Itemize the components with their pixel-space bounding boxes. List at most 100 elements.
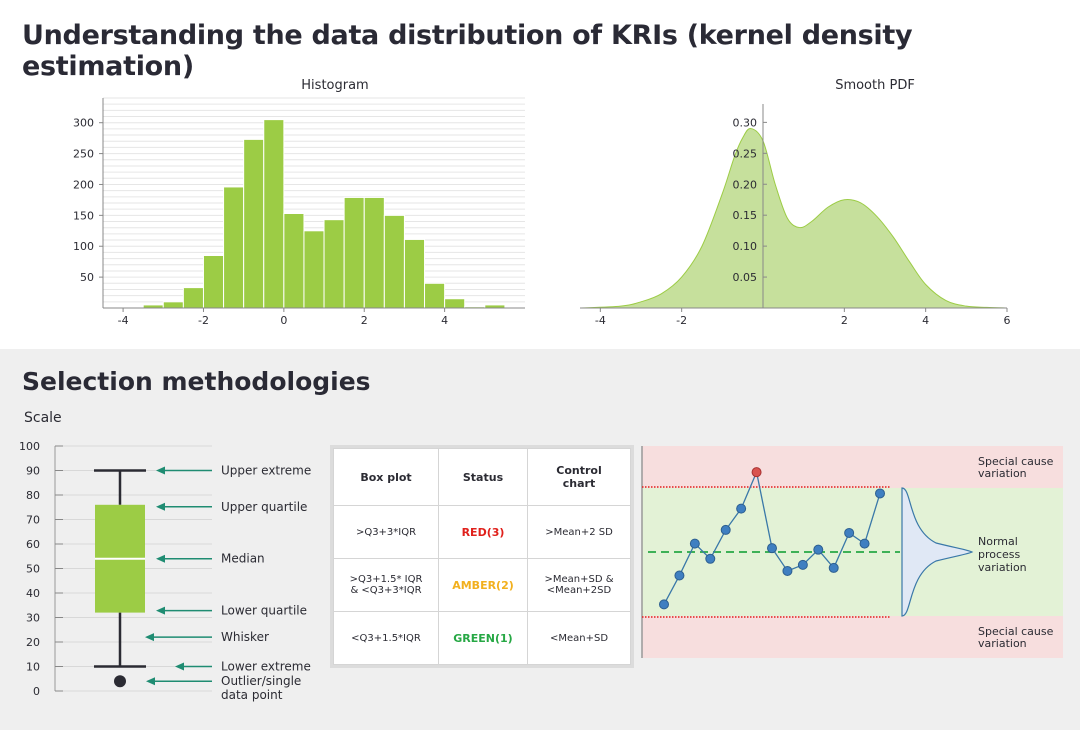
outlier-arrow-arrowhead [146,677,155,686]
whisker-label: Whisker [221,630,269,644]
special-cause-top-label: Special cause variation [978,455,1057,480]
normal-band [642,488,1063,616]
status-badge-red: RED(3) [461,525,505,539]
boxplot-scale-label: 60 [26,538,40,551]
control-data-point [782,565,793,576]
special-band-top [642,446,1063,488]
histogram-y-tick-label: 100 [73,240,94,253]
table-row: >Q3+3*IQR RED(3) >Mean+2 SD [333,505,631,559]
pdf-x-ticks: -4 -2 2 4 6 [595,308,1011,327]
pdf-y-tick-label: 0.15 [733,209,758,222]
histogram-bar [202,255,225,309]
control-data-point [705,553,716,564]
normal-variation-label: Normal process variation [978,535,1027,574]
control-rule-cont: <Mean+2SD [546,585,612,596]
histogram-bar [343,196,365,309]
control-cell: >Mean+2 SD [527,505,631,559]
status-cell: AMBER(2) [438,558,528,612]
boxplot-scale-label: 40 [26,587,40,600]
special-band-bottom [642,616,1063,658]
control-data-point [797,559,808,570]
pdf-y-tick-label: 0.25 [733,147,758,160]
pdf-y-ticks: 0.05 0.10 0.15 0.20 0.25 0.30 [733,116,767,284]
histogram-bar [424,282,446,309]
histogram-bar [162,301,184,309]
box-plot-cell: >Q3+1.5* IQR & <Q3+3*IQR [333,558,439,612]
status-badge-amber: AMBER(2) [452,578,514,592]
histogram-chart: Histogram 50 100 150 200 250 300 -4 -2 0 2 4 [73,78,525,327]
scale-label: Scale [24,410,62,426]
status-cell: RED(3) [438,505,528,559]
histogram-bar [243,138,265,309]
histogram-x-tick-label: 2 [361,314,368,327]
histogram-bar [323,219,345,309]
status-cell: GREEN(1) [438,611,528,665]
pdf-y-tick-label: 0.05 [733,271,758,284]
median-label: Median [221,552,265,566]
pdf-x-tick-label: -4 [595,314,606,327]
pdf-x-tick-label: -2 [676,314,687,327]
control-cell: <Mean+SD [527,611,631,665]
table-header-row: Box plot Status Control chart [333,448,631,506]
boxplot-shape [94,469,146,688]
lower-extreme-arrow-arrowhead [175,662,184,671]
box-plot-rule: >Q3+3*IQR [355,526,417,538]
boxplot-scale-label: 100 [19,440,40,453]
table-row: <Q3+1.5*IQR GREEN(1) <Mean+SD [333,611,631,665]
histogram-bars [142,119,506,309]
control-rule: >Mean+2 SD [545,526,613,538]
histogram-bar [383,214,405,309]
median-arrow-arrowhead [156,554,165,563]
boxplot-scale-label: 90 [26,465,40,478]
histogram-bar [444,298,466,309]
pdf-chart: Smooth PDF 0.05 0.10 0.15 0.20 0.25 0.30 -4 -2… [579,78,1011,327]
pdf-title: Smooth PDF [835,78,915,93]
box-plot-rule: <Q3+1.5*IQR [351,632,421,644]
control-data-point [844,527,855,538]
box-plot-rule: >Q3+1.5* IQR [349,574,423,585]
histogram-y-ticks: 50 100 150 200 250 300 [73,117,103,284]
pdf-x-tick-label: 6 [1004,314,1011,327]
control-data-point [828,562,839,573]
upper-extreme-label: Upper extreme [221,464,311,478]
control-data-point [875,488,885,499]
header-control-line2: chart [562,477,596,490]
status-badge-green: GREEN(1) [453,631,513,645]
control-cell: >Mean+SD & <Mean+2SD [527,558,631,612]
boxplot-annotations: Upper extreme Upper quartile Median Lower q… [145,464,311,702]
header-control-chart: Control chart [527,448,631,506]
control-chart: Special cause variation Normal process v… [641,446,1063,658]
control-series [659,467,885,610]
section-title: Selection methodologies [22,367,371,396]
box-plot-cell: <Q3+1.5*IQR [333,611,439,665]
control-rule: <Mean+SD [549,632,609,644]
header-status: Status [438,448,528,506]
control-data-point [736,503,747,514]
control-data-point [720,524,731,535]
histogram-bar [263,119,285,309]
normal-distribution-curve [901,487,974,617]
upper-quartile-label: Upper quartile [221,500,307,514]
histogram-x-tick-label: -4 [118,314,129,327]
box-plot-cell: >Q3+3*IQR [333,505,439,559]
boxplot-scale-label: 30 [26,612,40,625]
boxplot-outlier-point [114,675,126,688]
histogram-y-tick-label: 300 [73,117,94,130]
control-data-point [689,538,700,549]
control-outlier-point [751,467,762,478]
upper-extreme-arrow-arrowhead [156,466,165,475]
histogram-x-tick-label: 4 [441,314,448,327]
control-data-point [767,543,777,554]
histogram-y-tick-label: 200 [73,178,94,191]
boxplot-scale-label: 20 [26,636,40,649]
lower-extreme-label: Lower extreme [221,660,311,674]
histogram-y-tick-label: 150 [73,209,94,222]
boxplot-scale-label: 50 [26,563,40,576]
page-title: Understanding the data distribution of K… [22,20,913,82]
pdf-y-tick-label: 0.10 [733,240,758,253]
outlier-label-cont: data point [221,688,283,702]
lower-quartile-arrow-arrowhead [156,606,165,615]
lower-quartile-label: Lower quartile [221,604,307,618]
control-data-point [674,570,685,581]
